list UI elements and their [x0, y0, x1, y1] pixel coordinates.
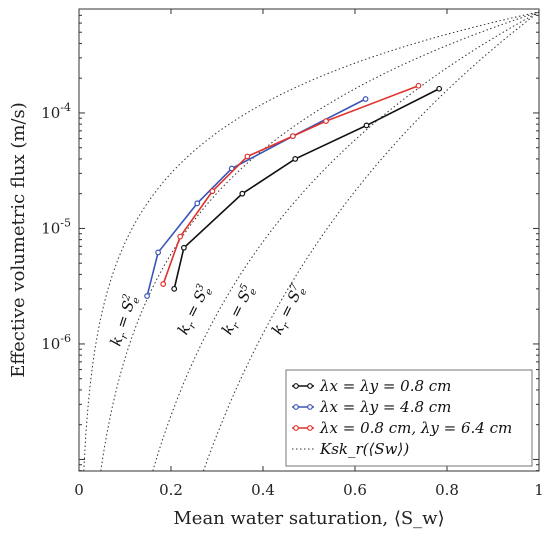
- series-2-point: [228, 165, 235, 172]
- x-axis: 0 0.2 0.4 0.6 0.8 1: [74, 9, 544, 499]
- series-3-point: [290, 133, 296, 140]
- reference-curves: [83, 11, 539, 471]
- series-3: [160, 82, 422, 287]
- x-tick-label: 0: [74, 481, 84, 499]
- x-axis-label: Mean water saturation, ⟨S_w⟩: [173, 508, 444, 529]
- reference-curve-n5: [152, 11, 539, 471]
- legend: λx = λy = 0.8 cm λx = λy = 4.8 cm λx = 0.8…: [285, 369, 533, 467]
- legend-swatch-marker: [293, 383, 299, 389]
- legend-swatch-marker: [307, 404, 313, 410]
- series-2-point: [194, 200, 201, 207]
- series-1-point: [292, 156, 299, 162]
- series-1-point: [436, 85, 443, 92]
- series-1-line: [173, 88, 440, 290]
- y-tick-label: 10-5: [41, 216, 71, 237]
- series-2-point: [362, 96, 369, 102]
- legend-label: λx = λy = 4.8 cm: [319, 398, 451, 416]
- x-tick-label: 0.4: [251, 481, 275, 499]
- legend-label: Ksk_r(⟨Sw⟩): [319, 440, 409, 458]
- y-tick-label: 10-6: [41, 332, 71, 353]
- x-tick-label: 0.8: [435, 481, 459, 499]
- y-axis-label: Effective volumetric flux (m/s): [8, 102, 29, 378]
- series-1-point: [363, 122, 370, 129]
- series-layer: [144, 82, 443, 299]
- y-tick-label: 10-4: [41, 101, 71, 122]
- series-3-point: [244, 153, 251, 160]
- series-2-point: [155, 249, 162, 256]
- series-1-point: [239, 190, 246, 197]
- legend-swatch-marker: [293, 425, 299, 431]
- curve-label-n2: kr = Se2: [107, 293, 143, 349]
- series-3-point: [323, 118, 329, 125]
- legend-box: [285, 369, 533, 467]
- series-3-point: [177, 233, 184, 240]
- series-3-point: [415, 82, 422, 89]
- series-1-point: [180, 244, 187, 251]
- x-tick-label: 0.6: [343, 481, 367, 499]
- legend-swatch-marker: [307, 425, 313, 431]
- reference-curve-n7: [202, 11, 539, 471]
- legend-label: λx = λy = 0.8 cm: [319, 377, 451, 395]
- x-tick-label: 0.2: [159, 481, 183, 499]
- series-3-point: [160, 281, 167, 287]
- series-2-point: [144, 293, 150, 299]
- legend-swatch-marker: [293, 404, 299, 410]
- y-axis: 10-4 10-5 10-6: [41, 14, 539, 472]
- series-1-point: [171, 285, 178, 292]
- series-3-point: [209, 188, 216, 195]
- x-tick-label: 1: [534, 481, 544, 499]
- legend-swatch-marker: [307, 383, 313, 389]
- legend-label: λx = 0.8 cm, λy = 6.4 cm: [319, 419, 512, 437]
- series-1: [171, 85, 443, 292]
